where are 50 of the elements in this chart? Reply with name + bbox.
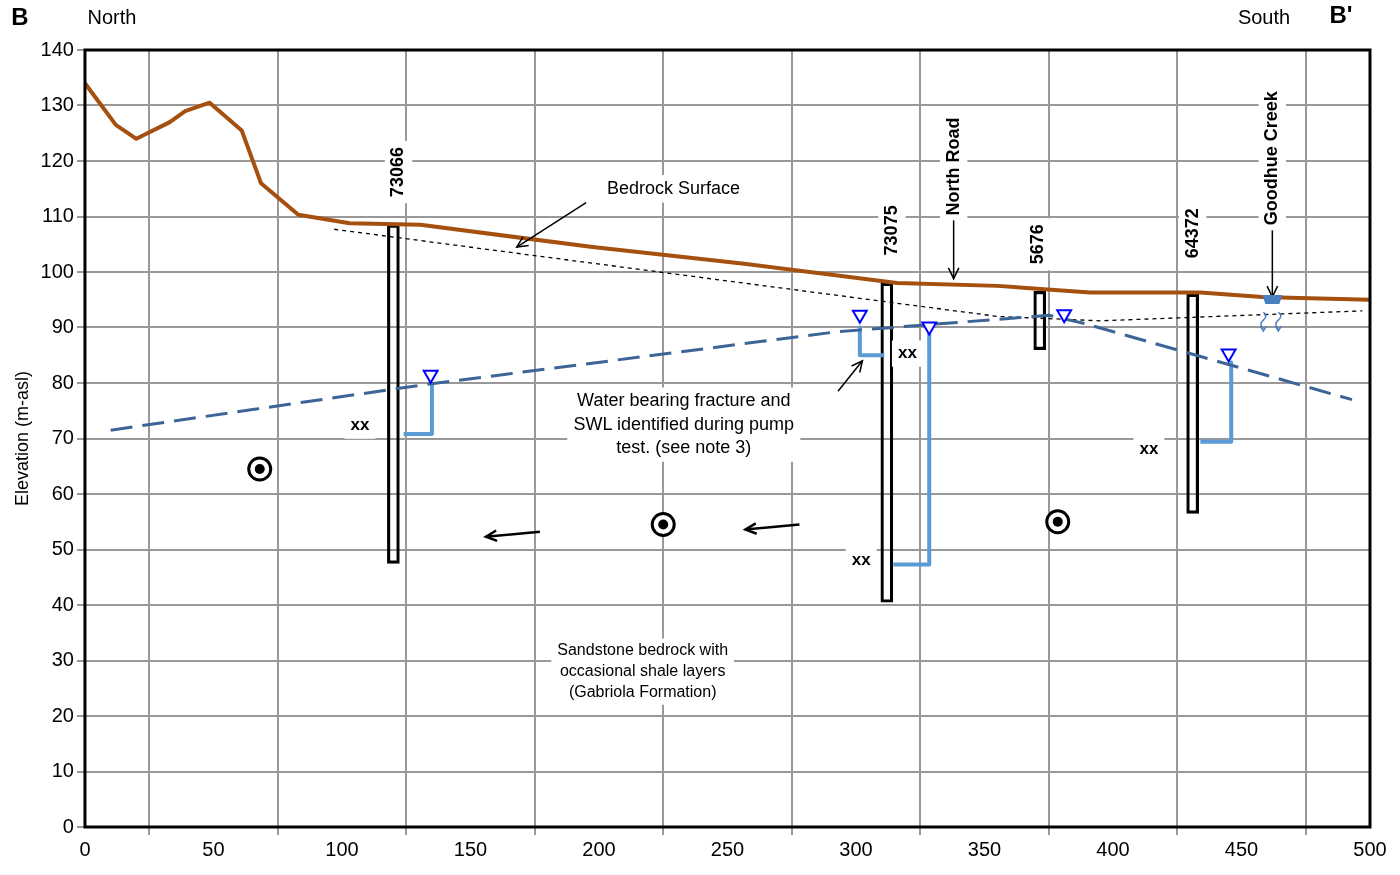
y-tick-label: 120 — [40, 148, 74, 171]
y-tick-label: 10 — [51, 759, 74, 782]
y-tick-label: 50 — [51, 537, 74, 560]
annotation: 73066 — [387, 147, 408, 198]
annotation: 73075 — [880, 205, 901, 256]
x-tick-label: 150 — [453, 837, 488, 860]
x-tick-label: 0 — [79, 837, 91, 860]
annotation: xx — [1139, 439, 1159, 459]
point — [921, 321, 938, 336]
x-tick-label: 500 — [1353, 837, 1387, 860]
text: B' — [1329, 0, 1353, 28]
y-tick-label: 30 — [51, 648, 74, 671]
x-tick-label: 50 — [202, 837, 225, 860]
y-tick-label: 0 — [62, 814, 74, 837]
text: North — [87, 5, 137, 28]
y-tick-label: 140 — [40, 37, 74, 60]
x-tick-label: 250 — [710, 837, 745, 860]
annotation: xx — [851, 550, 872, 570]
x-tick-label: 200 — [582, 837, 616, 860]
line-series — [109, 313, 1354, 432]
y-tick-label: 80 — [51, 370, 74, 393]
x-tick-label: 400 — [1096, 837, 1130, 860]
point — [1220, 348, 1237, 363]
y-tick-label: 70 — [51, 426, 74, 449]
y-axis-title: Elevation (m-asl) — [11, 370, 32, 507]
point — [422, 369, 439, 384]
x-tick-label: 450 — [1224, 837, 1259, 860]
y-tick-label: 90 — [51, 315, 74, 338]
annotation: xx — [897, 343, 918, 363]
annotation: Sandstone bedrock with occasional shale layers (Gabriola Formation) — [557, 641, 729, 700]
y-tick-label: 60 — [51, 481, 74, 504]
annotation: Goodhue Creek — [1261, 90, 1282, 226]
annotation: 64372 — [1181, 208, 1202, 259]
y-tick-label: 40 — [51, 592, 74, 615]
y-tick-label: 100 — [40, 259, 74, 282]
annotation: xx — [350, 415, 370, 435]
text: South — [1237, 5, 1291, 28]
annotation: Bedrock Surface — [606, 177, 741, 198]
y-tick-label: 110 — [42, 204, 74, 227]
point — [851, 309, 868, 324]
annotation: North Road — [942, 117, 963, 216]
annotation: 5676 — [1027, 224, 1048, 265]
text: B — [11, 2, 29, 30]
annotation: Water bearing fracture and SWL identified during pump test. (see note 3) — [573, 390, 795, 457]
y-tick-label: 130 — [40, 93, 74, 116]
y-tick-label: 20 — [51, 703, 74, 726]
x-tick-label: 300 — [839, 837, 873, 860]
x-tick-label: 100 — [325, 837, 359, 860]
x-tick-label: 350 — [967, 837, 1002, 860]
point — [1056, 309, 1073, 324]
